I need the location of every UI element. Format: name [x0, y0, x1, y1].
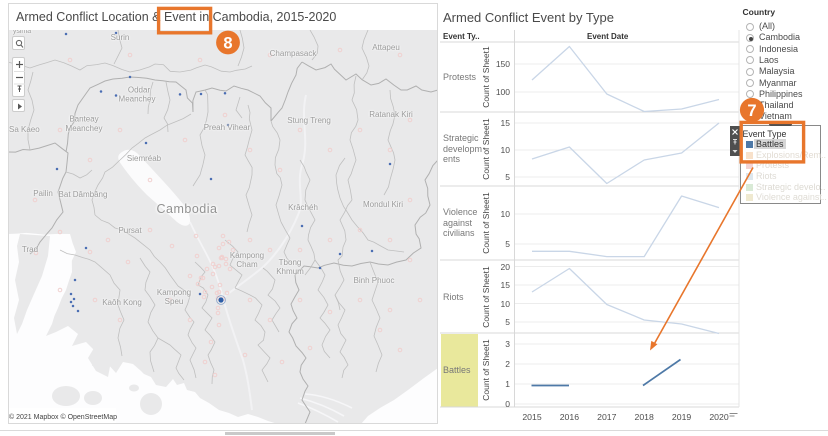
svg-text:Bat Dâmbâng: Bat Dâmbâng — [59, 190, 108, 199]
svg-text:Krâchéh: Krâchéh — [288, 203, 318, 212]
svg-text:Attapeu: Attapeu — [372, 43, 400, 52]
svg-text:Preah Vihear: Preah Vihear — [204, 123, 251, 132]
svg-text:Sa Kaeo: Sa Kaeo — [9, 125, 40, 134]
svg-text:Pailin: Pailin — [33, 189, 53, 198]
svg-text:Tbong: Tbong — [279, 258, 302, 267]
svg-text:Trad: Trad — [22, 245, 38, 254]
svg-text:ysima: ysima — [13, 30, 31, 35]
svg-text:8: 8 — [223, 35, 232, 53]
svg-text:Oddar: Oddar — [128, 86, 151, 95]
svg-text:Meanchey: Meanchey — [66, 124, 103, 133]
svg-text:Mondul Kiri: Mondul Kiri — [363, 200, 403, 209]
svg-text:Stung Treng: Stung Treng — [287, 116, 331, 125]
svg-text:Kampong: Kampong — [157, 288, 191, 297]
svg-text:Khmum: Khmum — [276, 267, 304, 276]
svg-text:© 2021 Mapbox © OpenStreetMap: © 2021 Mapbox © OpenStreetMap — [9, 413, 117, 421]
svg-text:7: 7 — [747, 102, 756, 120]
svg-text:Meanchey: Meanchey — [119, 95, 156, 104]
svg-text:Siemréab: Siemréab — [127, 154, 162, 163]
svg-text:Banteay: Banteay — [69, 115, 98, 124]
svg-text:Champasack: Champasack — [270, 49, 318, 58]
svg-text:Ratanak Kiri: Ratanak Kiri — [369, 110, 413, 119]
svg-text:Kampong: Kampong — [230, 251, 264, 260]
svg-text:Surin: Surin — [111, 33, 130, 42]
svg-text:Cambodia: Cambodia — [157, 202, 218, 216]
svg-text:Binh Phuoc: Binh Phuoc — [354, 276, 395, 285]
svg-text:Cham: Cham — [236, 260, 258, 269]
svg-text:Kaôh Kong: Kaôh Kong — [102, 298, 142, 307]
svg-text:Pursat: Pursat — [118, 226, 142, 235]
svg-text:Speu: Speu — [165, 297, 184, 306]
